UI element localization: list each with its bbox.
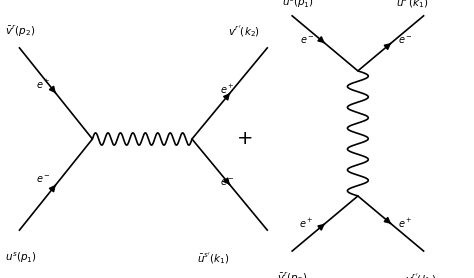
- Text: $e^+$: $e^+$: [299, 217, 313, 230]
- Text: $e^-$: $e^-$: [398, 35, 413, 46]
- Text: $\bar{u}^{s'}(k_1)$: $\bar{u}^{s'}(k_1)$: [197, 250, 229, 266]
- Text: $e^+$: $e^+$: [220, 82, 235, 96]
- Text: $u^s(p_1)$: $u^s(p_1)$: [282, 0, 314, 10]
- Text: $+$: $+$: [236, 130, 252, 148]
- Text: $u^s(p_1)$: $u^s(p_1)$: [5, 250, 36, 265]
- Text: $v^{r'}(k_2)$: $v^{r'}(k_2)$: [228, 23, 260, 39]
- Text: $\bar{v}^r(p_2)$: $\bar{v}^r(p_2)$: [277, 271, 308, 278]
- Text: $\bar{u}^{s'}(k_1)$: $\bar{u}^{s'}(k_1)$: [396, 0, 428, 10]
- Text: $e^+$: $e^+$: [36, 78, 50, 91]
- Text: $e^+$: $e^+$: [398, 217, 413, 230]
- Text: $v^{r'}(k_2)$: $v^{r'}(k_2)$: [405, 271, 438, 278]
- Text: $\bar{v}^r(p_2)$: $\bar{v}^r(p_2)$: [5, 24, 35, 39]
- Text: $e^-$: $e^-$: [300, 35, 315, 46]
- Text: $e^-$: $e^-$: [220, 177, 235, 188]
- Text: $e^-$: $e^-$: [36, 174, 50, 185]
